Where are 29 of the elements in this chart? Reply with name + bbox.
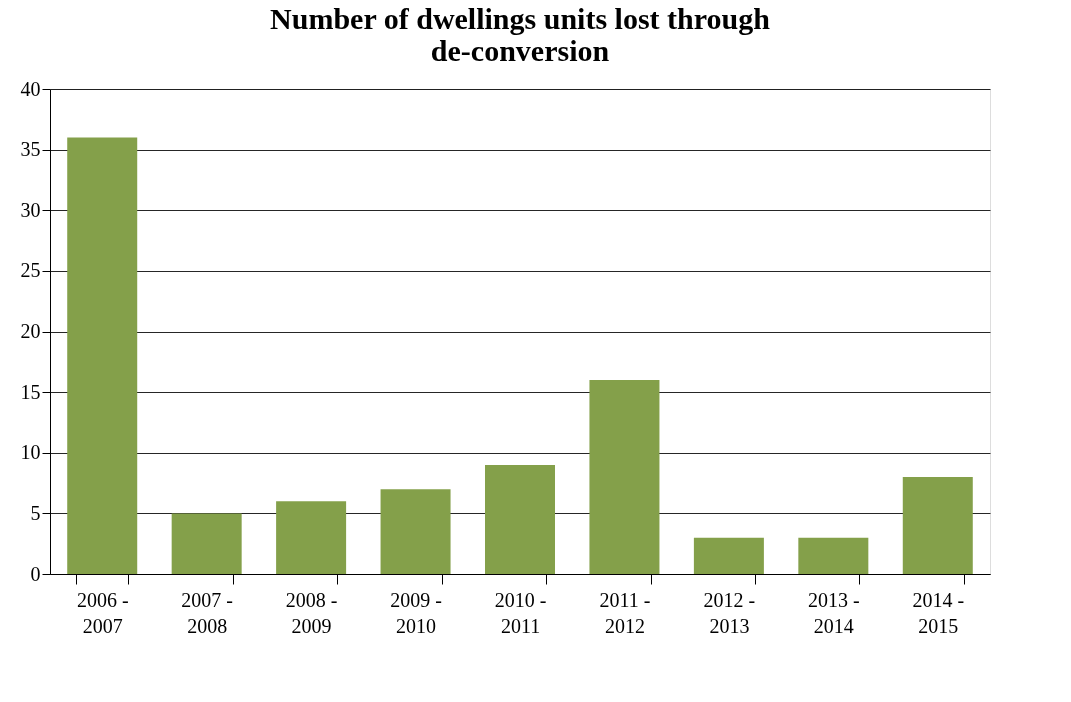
x-tick-label: 2012 - 2013 bbox=[703, 588, 756, 637]
text: Number of dwellings units lost through bbox=[270, 2, 770, 35]
x-tick-label: 2009 - 2010 bbox=[390, 588, 442, 637]
x-tick-label: 2013 - 2014 bbox=[808, 588, 860, 637]
x-tick-label: 2007 - 2008 bbox=[181, 588, 233, 637]
x-tick-label: 2008 - 2009 bbox=[285, 588, 338, 637]
y-tick-label: 0 bbox=[30, 562, 41, 585]
y-tick-label: 30 bbox=[20, 198, 41, 221]
y-tick-label: 35 bbox=[20, 138, 41, 161]
bar bbox=[589, 380, 660, 574]
bar bbox=[171, 513, 242, 574]
y-tick-label: 10 bbox=[20, 441, 41, 464]
bar bbox=[902, 477, 973, 574]
y-tick-label: 5 bbox=[30, 501, 41, 524]
y-tick-label: 15 bbox=[20, 380, 41, 403]
bar bbox=[693, 537, 764, 574]
x-tick-label: 2011 - 2012 bbox=[599, 588, 651, 637]
bar bbox=[380, 489, 451, 574]
bar bbox=[798, 537, 869, 574]
y-tick-label: 40 bbox=[20, 77, 41, 100]
x-tick-label: 2006 - 2007 bbox=[76, 588, 129, 637]
text: de-conversion bbox=[430, 34, 610, 67]
bar bbox=[67, 137, 138, 574]
bar bbox=[485, 464, 555, 574]
y-tick-label: 20 bbox=[20, 320, 41, 342]
x-tick-label: 2014 - 2015 bbox=[912, 588, 965, 637]
bar bbox=[276, 501, 347, 574]
x-tick-label: 2010 - 2011 bbox=[494, 588, 547, 637]
y-tick-label: 25 bbox=[20, 259, 41, 282]
